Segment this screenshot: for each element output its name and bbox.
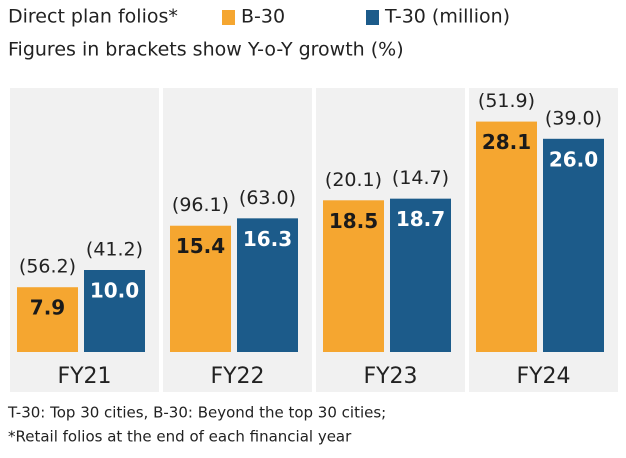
growth-label: (56.2) xyxy=(19,256,76,278)
value-label: 26.0 xyxy=(549,147,598,171)
bar xyxy=(390,198,451,352)
growth-label: (14.7) xyxy=(392,167,449,189)
bar xyxy=(237,218,298,352)
growth-label: (20.1) xyxy=(325,169,382,191)
value-label: 7.9 xyxy=(30,296,65,320)
growth-label: (51.9) xyxy=(478,90,535,112)
chart-subtitle: Figures in brackets show Y-o-Y growth (%… xyxy=(8,39,404,61)
growth-label: (39.0) xyxy=(545,107,602,129)
legend-swatch xyxy=(222,10,235,25)
x-tick-label: FY21 xyxy=(57,364,111,389)
bar xyxy=(323,200,384,352)
x-tick-label: FY23 xyxy=(363,364,417,389)
bar xyxy=(17,287,78,352)
x-tick-label: FY24 xyxy=(516,364,570,389)
legend-label: T-30 (million) xyxy=(384,6,510,28)
value-label: 16.3 xyxy=(243,227,292,251)
footnote: *Retail folios at the end of each financ… xyxy=(8,428,352,446)
x-tick-label: FY22 xyxy=(210,364,264,389)
footnote: T-30: Top 30 cities, B-30: Beyond the to… xyxy=(7,404,386,422)
value-label: 15.4 xyxy=(176,234,225,258)
bar xyxy=(84,270,145,352)
value-label: 18.5 xyxy=(329,209,378,233)
legend-swatch xyxy=(366,10,379,25)
value-label: 28.1 xyxy=(482,130,531,154)
bar xyxy=(476,121,537,352)
bar xyxy=(170,225,231,352)
value-label: 10.0 xyxy=(90,279,139,303)
growth-label: (41.2) xyxy=(86,239,143,261)
value-label: 18.7 xyxy=(396,207,445,231)
legend-label: B-30 xyxy=(241,6,285,28)
chart-title: Direct plan folios* xyxy=(8,6,178,28)
growth-label: (63.0) xyxy=(239,187,296,209)
growth-label: (96.1) xyxy=(172,194,229,216)
bar xyxy=(543,138,604,352)
